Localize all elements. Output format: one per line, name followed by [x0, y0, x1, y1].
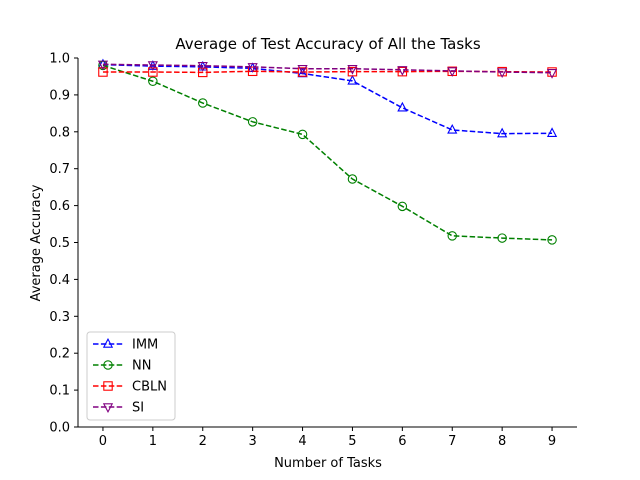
data-point-imm — [546, 127, 558, 137]
data-point-si — [497, 68, 508, 79]
y-tick-label: 0.3 — [49, 310, 70, 325]
data-point-si — [297, 65, 308, 75]
legend-box — [86, 331, 176, 421]
data-point-cbln — [98, 67, 108, 77]
y-tick-label: 0.8 — [49, 125, 70, 140]
data-point-si — [197, 62, 208, 72]
x-tick-label: 6 — [398, 434, 406, 449]
y-tick-label: 0.0 — [49, 421, 70, 436]
series-si — [97, 60, 558, 79]
legend-label-si: SI — [132, 401, 144, 416]
data-point-cbln — [198, 67, 208, 78]
legend-item-nn: NN — [93, 359, 151, 374]
legend-label-cbln: CBLN — [132, 380, 167, 395]
x-tick-label: 8 — [498, 434, 506, 449]
data-point-si — [97, 60, 109, 71]
x-axis-label: Number of Tasks — [274, 456, 382, 471]
data-point-imm — [447, 123, 458, 134]
data-point-si — [247, 63, 258, 73]
y-tick-label: 1.0 — [49, 52, 70, 67]
legend-label-nn: NN — [132, 359, 151, 374]
data-point-si — [347, 65, 358, 75]
legend-item-imm: IMM — [93, 338, 158, 353]
data-point-nn — [247, 117, 258, 127]
x-tick-label: 1 — [149, 434, 157, 449]
chart-title: Average of Test Accuracy of All the Task… — [175, 35, 480, 53]
data-point-si — [447, 67, 458, 77]
data-point-nn — [447, 231, 457, 241]
axes: 0 1 2 3 4 5 6 7 8 9 0.0 0.1 0.2 0.3 0.4 0.5 0.6 0.7 0.8 0.9… — [49, 52, 577, 449]
data-point-nn — [198, 98, 208, 108]
x-tick-label: 2 — [199, 434, 207, 449]
y-tick-label: 0.4 — [49, 273, 70, 288]
series-line-imm — [102, 63, 553, 135]
legend-item-si: SI — [93, 401, 144, 416]
data-point-si — [397, 66, 408, 76]
data-point-nn — [347, 174, 358, 184]
data-point-nn — [148, 76, 158, 86]
series-nn — [98, 60, 557, 245]
data-point-imm — [397, 101, 408, 112]
data-point-cbln — [347, 66, 358, 77]
data-point-cbln — [247, 66, 258, 77]
plot-area — [97, 58, 558, 245]
series-line-nn — [102, 64, 553, 241]
x-tick-label: 4 — [298, 434, 306, 449]
x-tick-label: 0 — [99, 434, 107, 449]
legend-marker-nn — [103, 360, 113, 370]
data-point-cbln — [397, 66, 408, 77]
x-tick-label: 7 — [448, 434, 456, 449]
data-point-nn — [397, 201, 408, 212]
data-point-nn — [497, 233, 507, 243]
data-point-cbln — [148, 67, 158, 77]
data-point-imm — [497, 127, 508, 138]
series-line-si — [102, 63, 553, 74]
y-tick-label: 0.9 — [49, 88, 70, 103]
y-tick-label: 0.5 — [49, 236, 70, 251]
x-tick-label: 3 — [249, 434, 257, 449]
data-point-cbln — [297, 67, 308, 77]
x-tick-label: 5 — [348, 434, 356, 449]
data-point-si — [147, 61, 158, 72]
y-tick-label: 0.6 — [49, 199, 70, 214]
legend-item-cbln: CBLN — [93, 380, 167, 395]
legend-marker-cbln — [103, 381, 113, 391]
y-tick-label: 0.7 — [49, 162, 70, 177]
data-point-si — [546, 69, 558, 79]
y-axis-label: Average Accuracy — [29, 184, 44, 301]
x-tick-label: 9 — [548, 434, 556, 449]
data-point-imm — [347, 74, 358, 85]
y-tick-label: 0.1 — [49, 384, 70, 399]
legend-label-imm: IMM — [132, 338, 158, 353]
legend-marker-si — [102, 403, 114, 414]
legend-marker-imm — [102, 337, 114, 348]
y-tick-label: 0.2 — [49, 347, 70, 362]
legend: IMM NN CBLN SI — [86, 331, 176, 421]
data-point-nn — [547, 235, 557, 245]
data-point-nn — [297, 129, 308, 140]
